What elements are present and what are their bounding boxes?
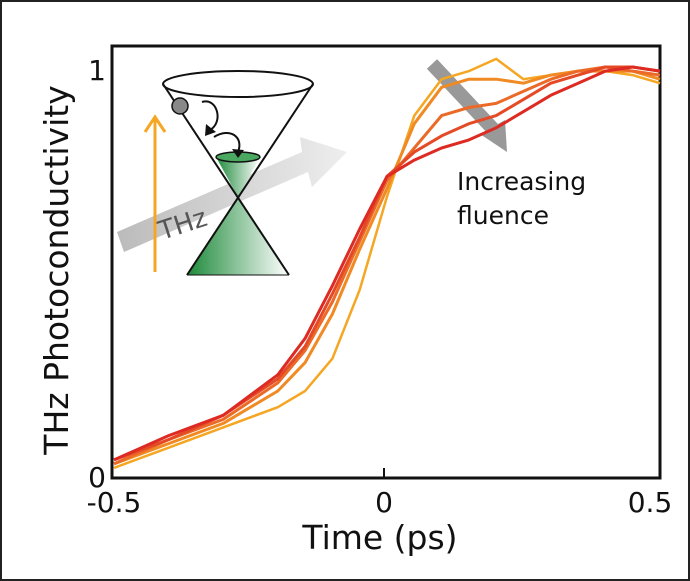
y-tick-label: 1 bbox=[88, 54, 106, 87]
inset-schematic: THz bbox=[117, 70, 347, 276]
y-tick-label: 0 bbox=[88, 461, 106, 494]
plot-frame bbox=[110, 44, 662, 480]
filled-states-icon bbox=[216, 157, 260, 197]
x-tick-label: 0 bbox=[375, 486, 393, 519]
series-group bbox=[113, 57, 661, 470]
y-axis-label: THz Photoconductivity bbox=[37, 85, 76, 455]
upper-cone-icon bbox=[162, 70, 314, 98]
x-tick-label: -0.5 bbox=[87, 486, 142, 519]
thz-arrow-icon bbox=[117, 137, 347, 252]
lower-cone-icon bbox=[187, 197, 289, 275]
series-line-3 bbox=[113, 65, 661, 466]
electron-icon bbox=[171, 97, 189, 115]
inset-thz-label: THz bbox=[154, 203, 211, 247]
annotation-line1: Increasing bbox=[457, 167, 586, 196]
x-axis-label: Time (ps) bbox=[301, 518, 457, 557]
x-tick-label: 0.5 bbox=[628, 486, 673, 519]
series-line-5 bbox=[113, 65, 661, 462]
series-line-4 bbox=[113, 65, 661, 462]
annotation-line2: fluence bbox=[457, 201, 549, 230]
